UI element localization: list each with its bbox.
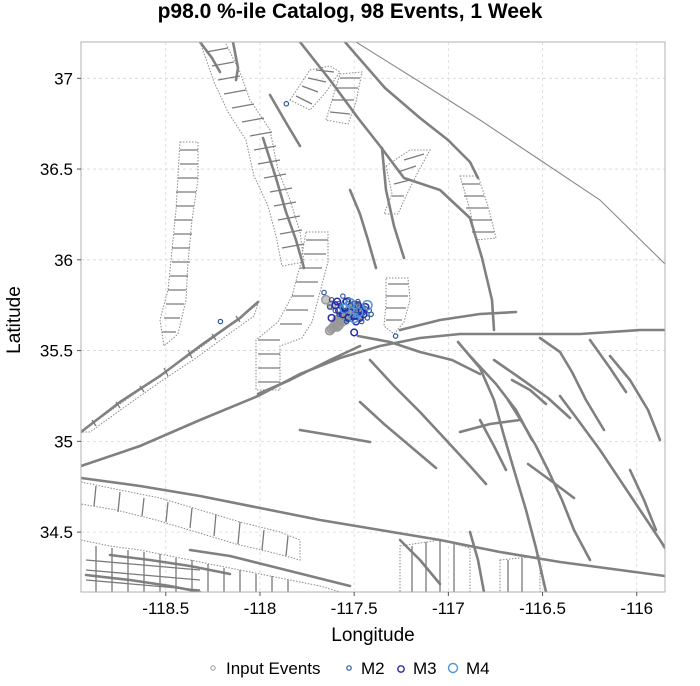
fault-trace — [608, 354, 662, 442]
fault-trace — [198, 42, 222, 74]
legend: Input Events M2 M3 M4 — [210, 659, 490, 678]
fault-trace — [510, 378, 548, 406]
legend-label-m2: M2 — [361, 659, 385, 678]
fault-trace — [268, 93, 302, 148]
x-tick-label: -117 — [432, 599, 465, 618]
fault-trace — [348, 188, 378, 270]
legend-marker-m2 — [346, 665, 352, 671]
m2-event-point — [283, 100, 290, 107]
m3-event-point — [327, 313, 336, 322]
legend-marker-m3 — [397, 665, 405, 673]
fault-trace — [468, 530, 486, 592]
fault-trace — [398, 310, 518, 332]
fault-trace — [188, 548, 352, 588]
m4-event-point — [348, 312, 360, 324]
fault-trace — [588, 338, 628, 394]
fault-trace — [558, 394, 665, 550]
m2-event-point — [336, 311, 342, 318]
input-event-point — [324, 325, 335, 336]
fault-trace — [538, 336, 606, 432]
fault-trace — [358, 400, 438, 470]
m2-event-point — [392, 333, 399, 339]
chart-title: p98.0 %-ile Catalog, 98 Events, 1 Week — [158, 0, 543, 23]
input-event-point — [334, 320, 344, 331]
x-tick-label: -116 — [620, 599, 653, 618]
rupture-outline — [499, 555, 541, 592]
y-axis-ticks: 34.5 35 35.5 36 36.5 37 — [40, 69, 81, 542]
rupture-hatching — [85, 47, 523, 592]
m2-event-point — [368, 311, 374, 318]
fault-trace — [343, 42, 480, 180]
fault-trace — [456, 340, 548, 592]
fault-trace — [526, 462, 576, 500]
fault-trace — [298, 42, 496, 332]
grid-lines — [81, 42, 665, 592]
m2-event-point — [321, 289, 327, 296]
x-axis-ticks: -118.5 -118 -117.5 -117 -116.5 -116 — [142, 592, 653, 618]
x-tick-label: -118.5 — [142, 599, 189, 618]
fault-trace — [478, 418, 508, 472]
fault-trace — [298, 428, 372, 444]
m4-event-point — [361, 299, 373, 311]
fault-trace — [506, 398, 592, 562]
fault-trace — [81, 328, 665, 468]
y-tick-label: 37 — [54, 69, 73, 88]
y-tick-label: 35.5 — [40, 342, 73, 361]
fault-trace — [368, 358, 488, 486]
event-points — [217, 100, 399, 339]
fault-trace — [355, 42, 665, 265]
fault-trace — [81, 476, 665, 578]
rupture-outline — [81, 481, 301, 561]
y-tick-label: 36.5 — [40, 160, 73, 179]
x-axis-label: Longitude — [331, 625, 414, 646]
rupture-outline — [199, 42, 305, 267]
y-tick-label: 35 — [54, 432, 73, 451]
fault-trace — [81, 300, 260, 434]
rupture-outline — [159, 141, 199, 347]
fault-map — [81, 42, 665, 592]
fault-trace — [398, 538, 442, 586]
m3-event-point — [333, 297, 342, 306]
rupture-outline — [289, 65, 341, 111]
m3-event-point — [350, 328, 359, 337]
fault-trace — [261, 136, 306, 270]
y-tick-label: 36 — [54, 251, 73, 270]
m4-event-point — [352, 307, 364, 318]
m4-event-point — [345, 298, 356, 309]
m3-event-point — [351, 317, 361, 326]
legend-marker-m4 — [447, 662, 459, 674]
m2-event-point — [340, 293, 346, 299]
m2-event-point — [355, 298, 361, 305]
fault-trace — [256, 344, 362, 396]
y-axis-label: Latitude — [4, 286, 25, 354]
y-tick-label: 34.5 — [40, 523, 73, 542]
fault-trace — [380, 146, 406, 260]
legend-marker-input-events — [210, 665, 216, 671]
m3-event-point — [344, 313, 353, 322]
rupture-outline — [325, 71, 363, 125]
x-tick-label: -117.5 — [331, 599, 378, 618]
rupture-outline — [459, 175, 497, 241]
fault-trace — [356, 334, 482, 376]
rupture-outline — [399, 539, 471, 592]
legend-label-input-events: Input Events — [226, 659, 321, 678]
m2-event-point — [217, 318, 224, 325]
fault-trace — [458, 418, 522, 434]
rupture-outline — [81, 302, 259, 433]
x-tick-label: -118 — [244, 599, 277, 618]
legend-label-m3: M3 — [413, 659, 437, 678]
fault-trace — [492, 358, 572, 420]
plot-frame — [80, 41, 666, 593]
m4-event-point — [339, 303, 351, 315]
fault-trace — [108, 553, 232, 576]
legend-label-m4: M4 — [466, 659, 490, 678]
x-tick-label: -116.5 — [519, 599, 566, 618]
fault-trace — [628, 468, 658, 532]
m3-event-point — [338, 310, 347, 319]
